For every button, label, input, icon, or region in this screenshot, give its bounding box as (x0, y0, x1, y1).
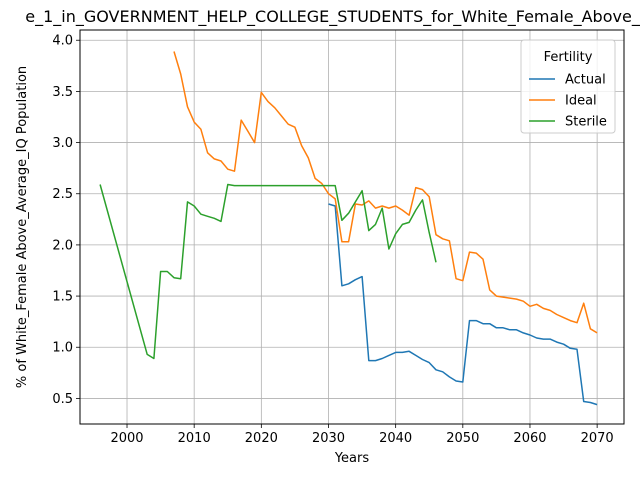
legend-label-actual: Actual (565, 73, 606, 88)
y-tick-label: 0.5 (52, 392, 73, 407)
y-tick-label: 1.5 (52, 290, 73, 305)
y-tick-label: 3.0 (52, 136, 73, 151)
x-tick-label: 2010 (178, 431, 211, 446)
y-tick-label: 1.0 (52, 341, 73, 356)
plot-frame (79, 29, 625, 425)
legend-label-ideal: Ideal (565, 94, 597, 109)
chart-title: e_1_in_GOVERNMENT_HELP_COLLEGE_STUDENTS_… (25, 7, 640, 27)
legend-title: Fertility (544, 50, 593, 65)
x-tick-label: 2000 (110, 431, 143, 446)
legend: Fertility Actual Ideal Sterile (520, 39, 616, 134)
y-axis-ticks: 0.5 1.0 1.5 2.0 2.5 3.0 3.5 4.0 (52, 34, 80, 407)
series-line-sterile (99, 183, 437, 360)
series-lines (99, 51, 598, 406)
legend-items: Actual Ideal Sterile (529, 73, 607, 130)
x-axis-label: Years (334, 451, 370, 466)
x-tick-label: 2020 (245, 431, 278, 446)
x-tick-label: 2050 (446, 431, 479, 446)
series-line-ideal (173, 51, 598, 334)
x-tick-label: 2060 (513, 431, 546, 446)
y-tick-label: 2.0 (52, 238, 73, 253)
x-tick-label: 2040 (379, 431, 412, 446)
y-tick-label: 3.5 (52, 85, 73, 100)
legend-label-sterile: Sterile (565, 115, 607, 130)
legend-box (520, 39, 616, 134)
x-tick-label: 2030 (312, 431, 345, 446)
x-tick-label: 2070 (581, 431, 614, 446)
x-axis-ticks: 2000 2010 2020 2030 2040 2050 2060 2070 (110, 424, 614, 446)
y-tick-label: 4.0 (52, 34, 73, 49)
y-axis-label: % of White_Female Above_Average_IQ Popul… (15, 66, 30, 388)
series-line-actual (328, 203, 598, 406)
y-tick-label: 2.5 (52, 187, 73, 202)
